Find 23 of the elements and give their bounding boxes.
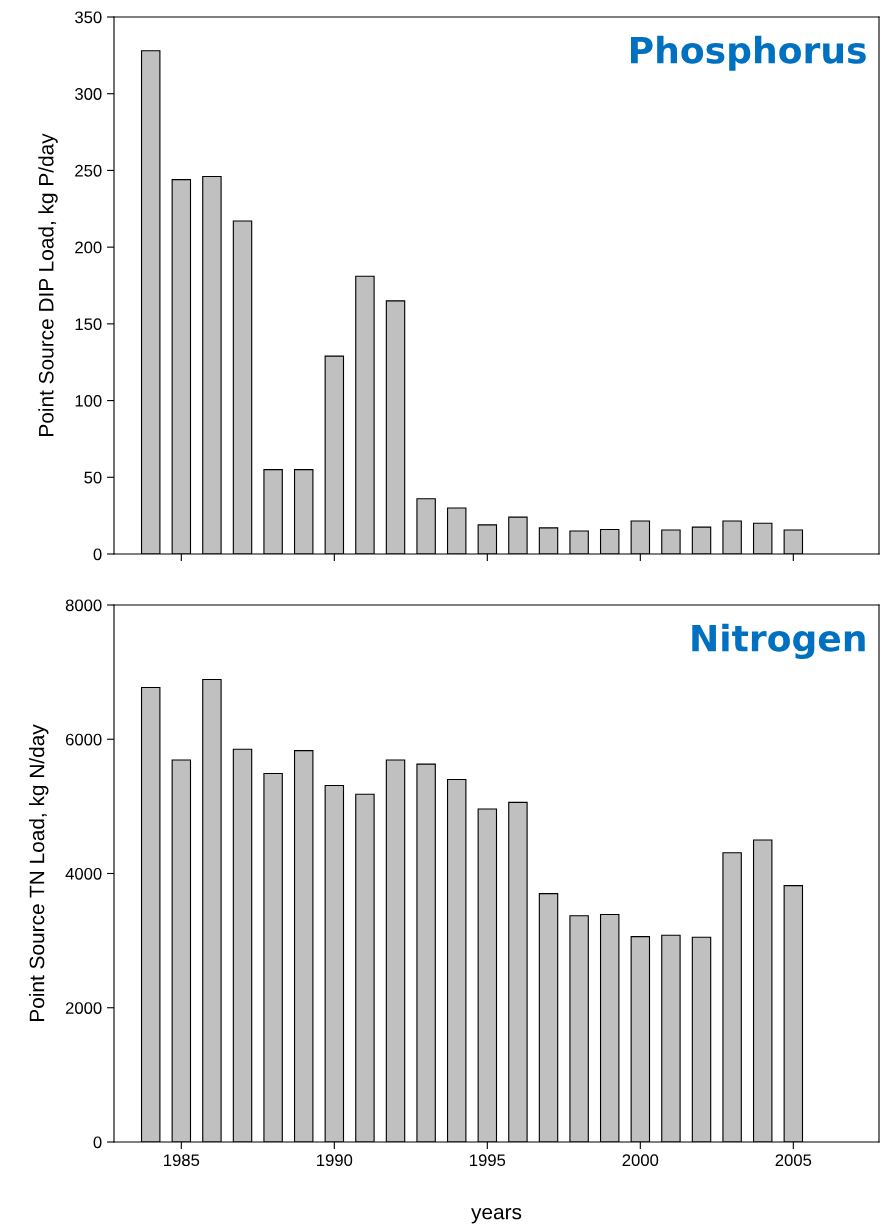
text: Phosphorus <box>631 35 866 71</box>
y-tick-label: 100 <box>75 394 102 407</box>
y-tick-label: 300 <box>75 88 102 100</box>
y-tick-label: 350 <box>75 11 102 24</box>
y-tick-label: 6000 <box>65 733 102 746</box>
y-tick-label: 200 <box>75 241 102 254</box>
y-tick-label: 0 <box>93 1136 102 1149</box>
x-axis-title: years <box>471 1207 522 1224</box>
x-tick-label: 2000 <box>622 1154 659 1167</box>
x-tick-label: 1995 <box>470 1154 506 1167</box>
x-tick-label: 1985 <box>164 1154 200 1167</box>
x-tick-label: 2005 <box>775 1154 812 1167</box>
y-axis-title: Point Source TN Load, kg N/day <box>29 724 49 1021</box>
y-tick-label: 250 <box>75 164 102 177</box>
text: Nitrogen <box>692 623 865 660</box>
y-tick-label: 150 <box>75 318 102 331</box>
y-tick-label: 2000 <box>65 1002 102 1014</box>
y-tick-label: 0 <box>93 548 102 561</box>
y-axis-title: Point Source DIP Load, kg P/day <box>38 133 58 436</box>
x-tick-label: 1990 <box>317 1154 353 1167</box>
y-tick-label: 4000 <box>65 867 102 880</box>
y-tick-label: 50 <box>84 471 102 484</box>
y-tick-label: 8000 <box>65 599 102 612</box>
